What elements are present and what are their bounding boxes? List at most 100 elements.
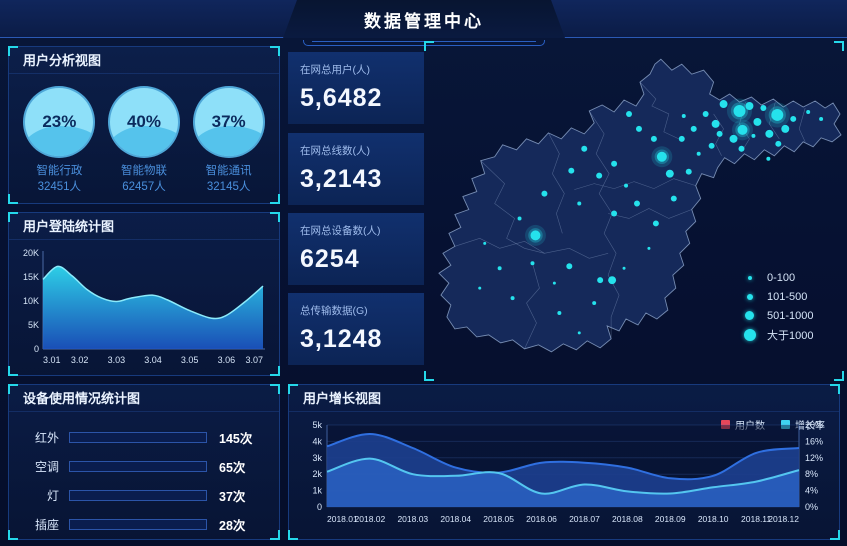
svg-text:12%: 12% [805,453,823,463]
legend-dot-box [743,293,756,300]
device-value: 37次 [219,490,246,504]
legend-swatch-icon [781,420,790,429]
map-legend-row[interactable]: 大于1000 [743,325,814,344]
map-legend: 0-100 101-500 501-1000 大于1000 [743,268,814,344]
page-title: 数据管理中心 [364,11,484,31]
svg-text:8%: 8% [805,469,818,479]
device-bar-chart: 红外 145次 空调 65次 灯 37次 插座 28次 窗帘 24次 [9,412,279,546]
corner-decoration [834,41,844,51]
corner-decoration [830,384,840,394]
corner-decoration [270,530,280,540]
bar-track [69,432,207,443]
svg-text:0: 0 [34,344,39,354]
legend-label: 大于1000 [767,329,814,342]
svg-text:3.02: 3.02 [71,355,89,365]
svg-text:2018.06: 2018.06 [526,514,557,524]
svg-text:5K: 5K [28,320,39,330]
corner-decoration [8,366,18,376]
svg-text:2018.10: 2018.10 [698,514,729,524]
device-bar-row: 窗帘 24次 [23,542,263,546]
liquid-circle-item: 37% 智能通讯 32145人 [187,86,271,195]
region-map-panel: 0-100 101-500 501-1000 大于1000 [424,41,844,381]
bar-track [69,519,207,530]
svg-text:4%: 4% [805,486,818,496]
stat-value: 3,1248 [300,325,383,353]
liquid-circle: 37% [192,86,265,158]
legend-dot-box [743,275,756,280]
panel-user-growth-title: 用户增长视图 [289,385,839,412]
circle-percent: 23% [42,112,77,131]
svg-text:2018.07: 2018.07 [569,514,600,524]
stat-value: 3,2143 [300,165,383,193]
svg-text:5k: 5k [312,420,322,430]
circle-percent: 40% [126,112,161,131]
legend-dot-icon [746,293,753,300]
panel-user-analysis: 用户分析视图 23% 智能行政 32451人 40% 智能物联 62457人 3… [8,46,280,204]
growth-legend-item[interactable]: 增长率 [781,417,825,432]
svg-text:2018.01: 2018.01 [327,514,358,524]
login-area-chart: 0 5K 10K 15K 20K 3.01 3.02 3.03 3.04 3.05 3.06 3.07 [23,248,265,365]
stat-card: 在网总线数(人) 3,2143 [288,133,424,205]
svg-text:2018.12: 2018.12 [768,514,799,524]
stat-label: 总传输数据(G) [300,305,368,317]
legend-label: 用户数 [735,417,765,432]
device-value: 28次 [219,519,246,533]
panel-user-growth: 用户增长视图 用户数 增长率 0 0% 1k 4% 2k 8% 3k 12% 4k 16% 5k 20… [288,384,840,540]
svg-text:16%: 16% [805,436,823,446]
corner-decoration [288,530,298,540]
stat-card: 在网总用户(人) 5,6482 [288,52,424,124]
svg-text:3.05: 3.05 [181,355,199,365]
panel-login-stats-title: 用户登陆统计图 [9,213,279,240]
corner-decoration [288,384,298,394]
corner-decoration [270,212,280,222]
corner-decoration [270,384,280,394]
svg-text:3.04: 3.04 [144,355,162,365]
device-bar-row: 插座 28次 [23,513,263,536]
growth-legend-item[interactable]: 用户数 [721,417,765,432]
region-map [438,58,842,353]
corner-decoration [270,194,280,204]
liquid-circle-item: 40% 智能物联 62457人 [102,86,186,195]
svg-text:4k: 4k [312,436,322,446]
circle-count: 32451人 [37,180,82,193]
svg-text:0%: 0% [805,502,818,512]
device-bar-row: 空调 65次 [23,455,263,478]
legend-label: 0-100 [767,271,796,284]
legend-dot-box [743,311,756,320]
circle-name: 智能通讯 [205,165,252,177]
map-legend-row[interactable]: 501-1000 [743,306,814,325]
corner-decoration [8,46,18,56]
header-title-block: 数据管理中心 [283,0,565,38]
bar-track [69,490,207,501]
svg-text:15K: 15K [23,272,39,282]
device-label: 空调 [34,460,59,474]
circle-name: 智能物联 [120,165,167,177]
map-scatter-dots [478,98,824,335]
device-value: 145次 [219,432,253,446]
device-label: 红外 [34,431,59,445]
liquid-circle-group: 23% 智能行政 32451人 40% 智能物联 62457人 37% 智能通讯… [9,74,279,195]
svg-text:2018.11: 2018.11 [741,514,771,524]
svg-text:0: 0 [317,502,322,512]
panel-device-usage: 设备使用情况统计图 红外 145次 空调 65次 灯 37次 插座 28次 窗帘… [8,384,280,540]
stat-card: 在网总设备数(人) 6254 [288,213,424,285]
liquid-circle-item: 23% 智能行政 32451人 [17,86,101,195]
legend-dot-icon [747,275,752,280]
svg-text:2018.03: 2018.03 [397,514,428,524]
corner-decoration [270,366,280,376]
corner-decoration [270,46,280,56]
liquid-circle: 23% [23,86,96,158]
svg-text:2018.04: 2018.04 [440,514,471,524]
corner-decoration [8,194,18,204]
svg-text:2018.08: 2018.08 [612,514,643,524]
map-legend-row[interactable]: 0-100 [743,268,814,287]
header: 数据管理中心 [0,0,847,38]
panel-device-usage-title: 设备使用情况统计图 [9,385,279,412]
legend-label: 增长率 [795,421,825,432]
corner-decoration [424,41,434,51]
legend-label: 101-500 [767,290,808,303]
svg-text:3k: 3k [312,453,322,463]
circle-count: 32145人 [206,180,251,193]
map-legend-row[interactable]: 101-500 [743,287,814,306]
corner-decoration [830,530,840,540]
